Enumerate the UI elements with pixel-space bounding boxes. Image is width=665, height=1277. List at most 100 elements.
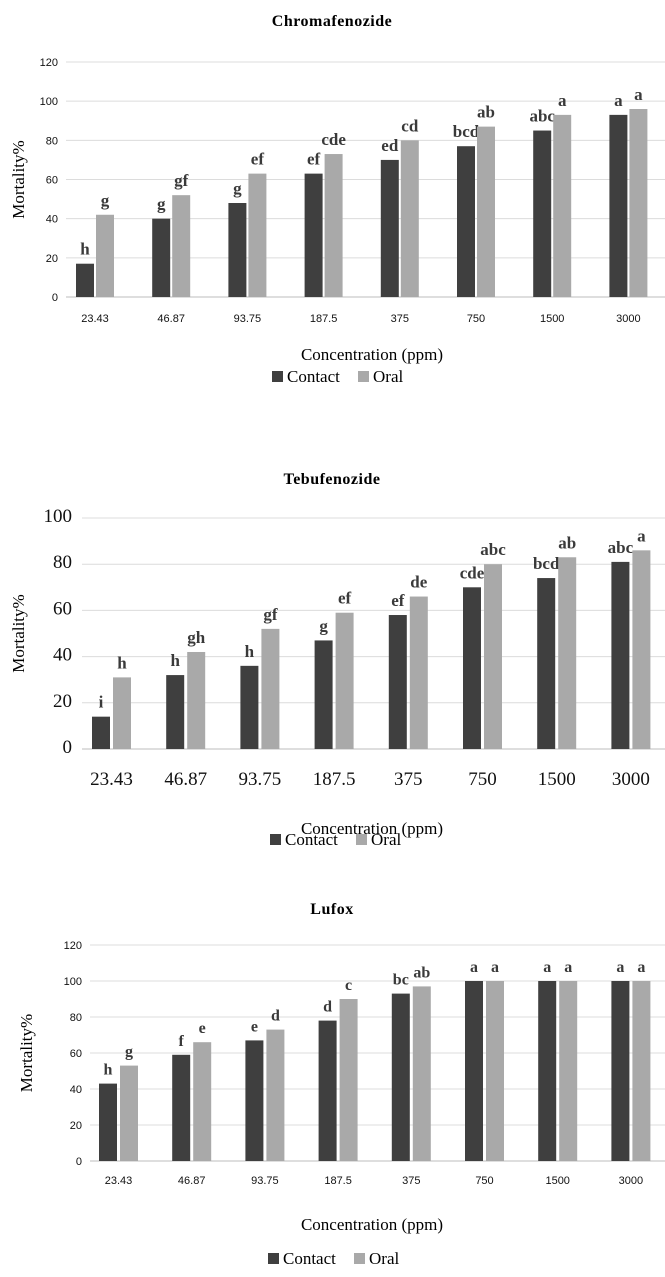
bar-oral	[558, 557, 577, 749]
bar-contact	[611, 981, 630, 1161]
bar-contact	[99, 1083, 117, 1161]
y-tick-label: 80	[70, 1012, 82, 1024]
tebufenozide-chart: Tebufenozide 0 20 40 60 80 100 i h 23.43 h gh 46.87 h…	[0, 460, 665, 860]
significance-label: a	[637, 526, 646, 545]
legend-swatch-contact	[270, 834, 281, 845]
y-tick-label: 20	[46, 253, 58, 265]
x-tick-label: 3000	[616, 313, 640, 325]
significance-label: a	[491, 959, 499, 976]
bar-contact	[388, 615, 407, 749]
bar-oral	[486, 981, 504, 1161]
bar-contact	[457, 146, 475, 297]
y-tick-label: 100	[44, 506, 73, 527]
bar-contact	[172, 1054, 191, 1161]
significance-label: g	[233, 179, 242, 198]
bar-oral	[193, 1042, 212, 1161]
significance-label: g	[125, 1044, 133, 1061]
legend-swatch-contact	[272, 371, 283, 382]
significance-label: a	[614, 91, 623, 110]
y-axis-label: Mortality%	[9, 140, 28, 218]
chart-title: Lufox	[310, 901, 353, 918]
x-tick-label: 750	[475, 1175, 493, 1187]
bar-oral	[553, 114, 572, 297]
x-tick-label: 1500	[545, 1175, 569, 1187]
significance-label: d	[323, 999, 332, 1016]
bar-contact	[463, 587, 481, 749]
y-tick-label: 80	[53, 552, 72, 573]
bar-contact	[465, 981, 483, 1161]
legend-swatch-contact	[268, 1253, 279, 1264]
x-tick-label: 93.75	[234, 313, 262, 325]
bar-contact	[314, 640, 333, 749]
y-tick-label: 60	[53, 598, 72, 619]
chart-svg: Tebufenozide020406080100ih23.43hgh46.87h…	[9, 471, 665, 849]
bar-oral	[187, 651, 206, 749]
legend-swatch-oral	[354, 1253, 365, 1264]
significance-label: h	[104, 1062, 113, 1079]
significance-label: h	[170, 651, 180, 670]
bar-contact	[537, 578, 556, 749]
significance-label: e	[251, 1018, 258, 1035]
significance-label: a	[637, 959, 645, 976]
bar-oral	[484, 564, 502, 749]
y-tick-label: 120	[64, 940, 82, 952]
significance-label: gf	[174, 171, 189, 190]
significance-label: f	[179, 1033, 185, 1050]
bar-contact	[533, 130, 552, 297]
legend-label-contact: Contact	[287, 367, 340, 386]
significance-label: a	[543, 959, 551, 976]
x-axis-label: Concentration (ppm)	[301, 819, 443, 838]
x-tick-label: 187.5	[310, 313, 338, 325]
y-axis-label: Mortality%	[17, 1014, 36, 1092]
significance-label: de	[410, 573, 427, 592]
bar-contact	[538, 981, 557, 1161]
bar-contact	[380, 159, 399, 297]
bar-oral	[477, 126, 495, 297]
x-tick-label: 1500	[538, 769, 576, 790]
bar-oral	[120, 1065, 138, 1161]
significance-label: e	[199, 1020, 206, 1037]
significance-label: gf	[263, 605, 278, 624]
significance-label: a	[558, 91, 567, 110]
y-tick-label: 60	[46, 175, 58, 187]
x-tick-label: 46.87	[178, 1175, 206, 1187]
x-tick-label: 23.43	[90, 769, 133, 790]
significance-label: abc	[529, 107, 555, 126]
significance-label: ef	[251, 150, 265, 169]
significance-label: ed	[381, 136, 399, 155]
x-tick-label: 1500	[540, 313, 564, 325]
y-tick-label: 0	[63, 737, 73, 758]
bar-oral	[632, 550, 651, 749]
significance-label: abc	[608, 538, 634, 557]
y-tick-label: 40	[46, 214, 58, 226]
bar-oral	[339, 999, 358, 1161]
bar-contact	[609, 114, 628, 297]
y-tick-label: 120	[40, 57, 58, 69]
y-tick-label: 100	[40, 96, 58, 108]
bar-oral	[409, 596, 428, 749]
bar-oral	[629, 109, 648, 297]
y-tick-label: 0	[76, 1156, 82, 1168]
bar-oral	[248, 173, 267, 297]
significance-label: ef	[307, 150, 321, 169]
x-tick-label: 3000	[612, 769, 650, 790]
bar-oral	[400, 140, 419, 297]
bar-oral	[324, 154, 343, 297]
x-tick-label: 46.87	[157, 313, 185, 325]
y-axis-label: Mortality%	[9, 594, 28, 672]
bar-oral	[172, 195, 191, 297]
x-tick-label: 750	[467, 313, 485, 325]
y-tick-label: 0	[52, 292, 58, 304]
bar-contact	[318, 1020, 337, 1161]
significance-label: abc	[480, 540, 506, 559]
significance-label: ab	[477, 103, 495, 122]
significance-label: ab	[413, 964, 430, 981]
bar-contact	[166, 675, 185, 749]
legend-label-oral: Oral	[373, 367, 403, 386]
legend-label-oral: Oral	[369, 1249, 399, 1268]
y-tick-label: 20	[53, 691, 72, 712]
significance-label: bc	[393, 972, 409, 989]
chromafenozide-chart: Chromafenozide 0 20 40 60 80 100 120 h g 23.43 g gf 4…	[0, 0, 665, 405]
x-tick-label: 23.43	[81, 313, 109, 325]
significance-label: i	[99, 693, 104, 712]
